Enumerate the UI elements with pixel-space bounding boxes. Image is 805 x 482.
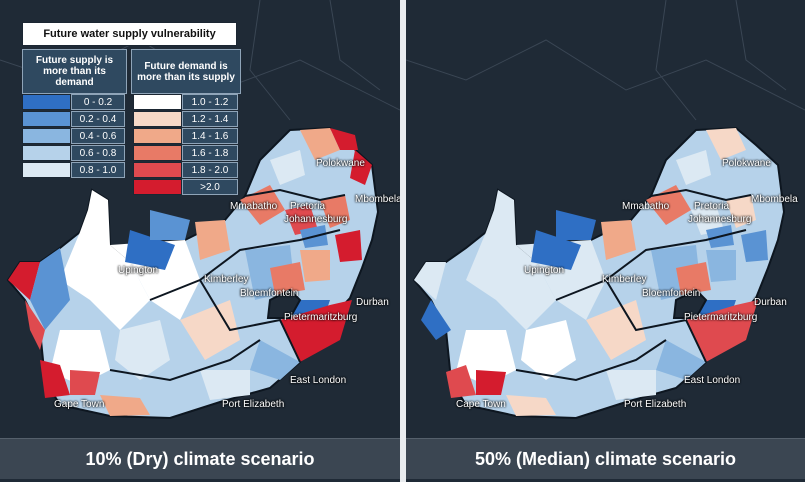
right-map-panel: Polokwane Mmabatho Pretoria Mbombela Joh… — [406, 0, 805, 482]
city-label-bloemfontein: Bloemfontein — [240, 288, 299, 299]
left-map-panel: Polokwane Mmabatho Pretoria Mbombela Joh… — [0, 0, 400, 482]
legend-row: 1.6 - 1.8 — [133, 145, 238, 161]
legend-title: Future water supply vulnerability — [22, 22, 237, 46]
city-label-mbombela: Mbombela — [751, 194, 798, 205]
legend-swatch — [133, 128, 182, 144]
legend-supply-header: Future supply is more than its demand — [22, 49, 127, 94]
legend-row: >2.0 — [133, 179, 238, 195]
right-map-caption: 50% (Median) climate scenario — [406, 438, 805, 479]
city-label-kimberley: Kimberley — [602, 274, 647, 285]
right-map-svg — [406, 0, 805, 482]
city-label-pretoria: Pretoria — [290, 201, 326, 212]
city-label-bloemfontein: Bloemfontein — [642, 288, 701, 299]
left-map-caption: 10% (Dry) climate scenario — [0, 438, 400, 479]
city-label-mmabatho: Mmabatho — [230, 201, 278, 212]
legend-label: 0.6 - 0.8 — [71, 145, 125, 161]
panel-divider — [400, 0, 406, 482]
legend-label: 1.4 - 1.6 — [182, 128, 238, 144]
city-label-pietermaritzburg: Pietermaritzburg — [284, 312, 358, 323]
legend-label: 0.8 - 1.0 — [71, 162, 125, 178]
city-label-east-london: East London — [684, 375, 741, 386]
legend-swatch — [22, 94, 71, 110]
city-label-port-elizabeth: Port Elizabeth — [624, 399, 687, 410]
city-label-kimberley: Kimberley — [204, 274, 249, 285]
legend-row: 0.6 - 0.8 — [22, 145, 125, 161]
city-label-east-london: East London — [290, 375, 347, 386]
legend-row: 0.4 - 0.6 — [22, 128, 125, 144]
legend-label: >2.0 — [182, 179, 238, 195]
legend-demand-header: Future demand is more than its supply — [131, 49, 241, 94]
legend-swatch — [22, 145, 71, 161]
city-label-polokwane: Polokwane — [722, 158, 771, 169]
legend-row: 0.8 - 1.0 — [22, 162, 125, 178]
legend-swatch — [22, 128, 71, 144]
legend-row: 0.2 - 0.4 — [22, 111, 125, 127]
city-label-durban: Durban — [754, 297, 787, 308]
legend-label: 0.4 - 0.6 — [71, 128, 125, 144]
legend-label: 1.6 - 1.8 — [182, 145, 238, 161]
city-label-upington: Upington — [524, 265, 565, 276]
legend-row: 0 - 0.2 — [22, 94, 125, 110]
city-label-cape-town: Cape Town — [456, 399, 506, 410]
city-label-pretoria: Pretoria — [694, 201, 730, 212]
legend-swatch — [133, 162, 182, 178]
city-label-mbombela: Mbombela — [355, 194, 400, 205]
legend-row: 1.8 - 2.0 — [133, 162, 238, 178]
legend-label: 0.2 - 0.4 — [71, 111, 125, 127]
city-label-durban: Durban — [356, 297, 389, 308]
legend-swatch — [133, 111, 182, 127]
legend-label: 1.0 - 1.2 — [182, 94, 238, 110]
city-label-pietermaritzburg: Pietermaritzburg — [684, 312, 758, 323]
city-label-mmabatho: Mmabatho — [622, 201, 670, 212]
legend-swatch — [133, 145, 182, 161]
city-label-polokwane: Polokwane — [316, 158, 365, 169]
legend-label: 0 - 0.2 — [71, 94, 125, 110]
legend-row: 1.2 - 1.4 — [133, 111, 238, 127]
legend-swatch — [22, 162, 71, 178]
city-label-johannesburg: Johannesburg — [284, 214, 348, 225]
legend-swatch — [22, 111, 71, 127]
city-label-gape-town: Gape Town — [54, 399, 105, 410]
legend-row: 1.0 - 1.2 — [133, 94, 238, 110]
legend-swatch — [133, 179, 182, 195]
legend-label: 1.8 - 2.0 — [182, 162, 238, 178]
legend-swatch — [133, 94, 182, 110]
city-label-port-elizabeth: Port Elizabeth — [222, 399, 285, 410]
legend-label: 1.2 - 1.4 — [182, 111, 238, 127]
city-label-johannesburg: Johannesburg — [688, 214, 752, 225]
legend-row: 1.4 - 1.6 — [133, 128, 238, 144]
city-label-upington: Upington — [118, 265, 159, 276]
